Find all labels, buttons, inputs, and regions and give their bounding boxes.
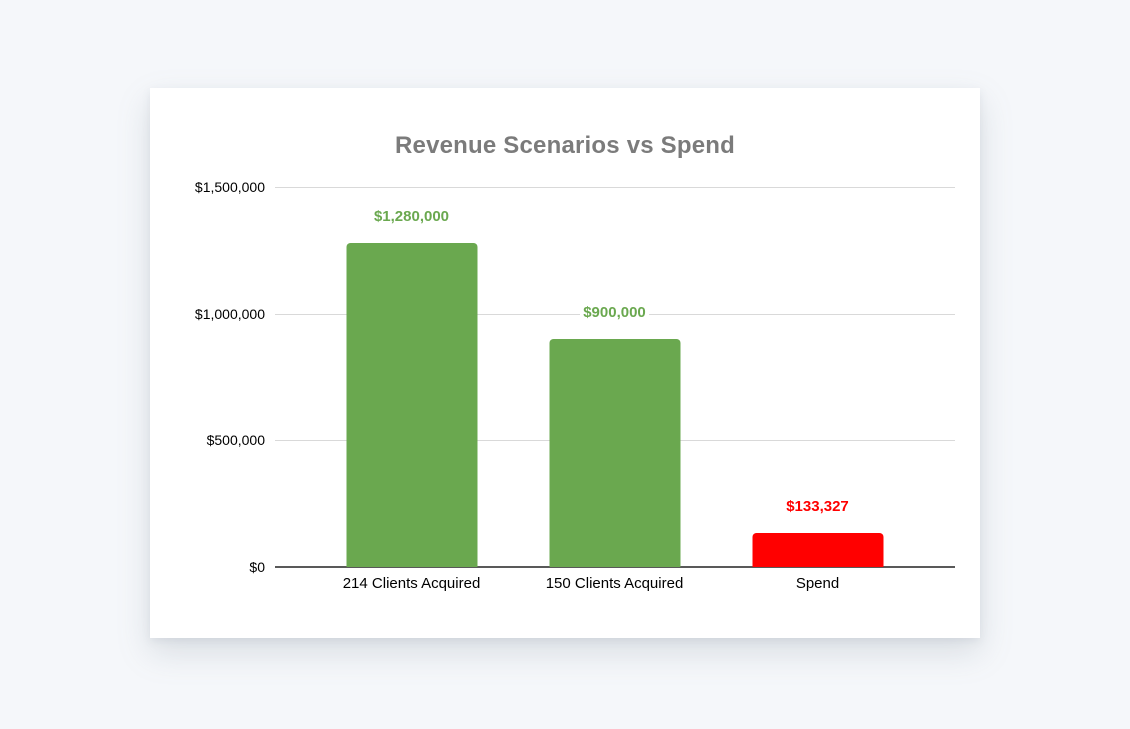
x-axis-labels: 214 Clients Acquired 150 Clients Acquire… [310, 575, 919, 592]
bar-column-150-clients: $900,000 [513, 187, 716, 567]
y-axis-tick: $1,500,000 [194, 179, 265, 195]
y-axis-tick: $0 [249, 559, 265, 575]
y-axis-tick: $1,000,000 [194, 305, 265, 322]
bar-column-214-clients: $1,280,000 [310, 187, 513, 567]
bar-value-label: $133,327 [696, 498, 939, 516]
x-axis-line [275, 566, 955, 568]
x-axis-label: 150 Clients Acquired [545, 575, 684, 592]
chart-title: Revenue Scenarios vs Spend [394, 132, 735, 159]
gridline [275, 187, 955, 188]
x-axis-label: 214 Clients Acquired [342, 575, 481, 592]
chart-card: Revenue Scenarios vs Spend $1,500,000 $1… [150, 88, 980, 638]
y-axis: $1,500,000 $1,000,000 $500,000 $0 [150, 179, 265, 575]
bar-150-clients-acquired [549, 339, 680, 567]
bar-column-spend: $133,327 [716, 187, 919, 567]
bars-row: $1,280,000 $900,000 $133,327 [310, 187, 919, 567]
x-axis-label: Spend [795, 575, 840, 592]
bar-214-clients-acquired [346, 242, 477, 567]
y-axis-tick: $500,000 [206, 432, 265, 449]
bar-spend [752, 533, 883, 567]
bar-value-label: $1,280,000 [290, 207, 533, 225]
bar-value-label: $900,000 [493, 304, 736, 321]
plot-area: $1,280,000 $900,000 $133,327 [275, 187, 955, 568]
